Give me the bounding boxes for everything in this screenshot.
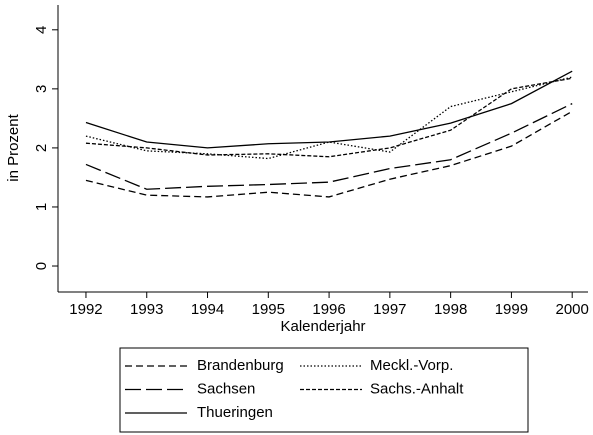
y-tick-label: 3 (33, 85, 50, 93)
x-tick-label: 1995 (252, 301, 285, 318)
x-tick-label: 1993 (130, 301, 163, 318)
series-line (85, 103, 573, 190)
y-tick-label: 0 (33, 262, 50, 270)
legend-label: Thueringen (197, 404, 273, 421)
legend-label: Brandenburg (197, 357, 284, 374)
x-tick-label: 1992 (69, 301, 102, 318)
series-line (85, 76, 573, 160)
series-line (85, 77, 573, 158)
series-line (85, 110, 573, 198)
x-tick-label: 1997 (373, 301, 406, 318)
series-line (85, 70, 573, 149)
legend-label: Sachs.-Anhalt (370, 380, 464, 397)
y-axis-label: in Prozent (5, 113, 22, 181)
y-tick-label: 4 (33, 26, 50, 34)
x-axis-label: Kalenderjahr (280, 318, 365, 335)
x-tick-label: 1994 (191, 301, 224, 318)
x-tick-label: 1999 (495, 301, 528, 318)
legend-label: Meckl.-Vorp. (370, 357, 453, 374)
legend-box (119, 347, 529, 433)
x-tick-label: 2000 (556, 301, 589, 318)
y-tick-label: 1 (33, 203, 50, 211)
legend-label: Sachsen (197, 380, 255, 397)
y-tick-label: 2 (33, 144, 50, 152)
x-tick-label: 1998 (434, 301, 467, 318)
x-tick-label: 1996 (312, 301, 345, 318)
